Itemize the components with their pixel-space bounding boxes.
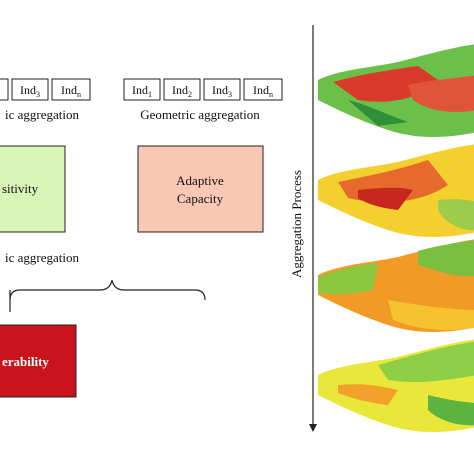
indicator: Ind2: [172, 83, 192, 99]
aggregation-label: Geometric aggregation: [140, 107, 260, 122]
indicator: Ind1: [132, 83, 152, 99]
sensitivity-box: [0, 145, 66, 233]
vulnerability-box: [0, 324, 77, 398]
map: [318, 44, 474, 137]
text-part: 1: [148, 90, 152, 99]
adaptive-capacity-label: Adaptive: [176, 173, 224, 188]
axis-label: Aggregation Process: [289, 170, 304, 278]
indicator: Indn: [61, 83, 81, 99]
map: [318, 239, 474, 332]
text-part: n: [269, 90, 273, 99]
indicator-box: [123, 78, 161, 101]
indicator-box: [11, 78, 49, 101]
map: [318, 144, 474, 237]
text-part: Ind: [20, 83, 36, 97]
indicator: Ind3: [20, 83, 40, 99]
indicator-box: [163, 78, 201, 101]
map: [318, 339, 474, 432]
text-part: n: [77, 90, 81, 99]
aggregation-label: ic aggregation: [5, 107, 79, 122]
adaptive-capacity-label: Capacity: [177, 191, 224, 206]
text-part: 3: [36, 90, 40, 99]
text-part: Ind: [61, 83, 77, 97]
text-part: Ind: [212, 83, 228, 97]
brace: [9, 279, 206, 301]
text-part: 3: [228, 90, 232, 99]
arrow-head: [309, 424, 317, 432]
text-part: Ind: [172, 83, 188, 97]
text-part: Ind: [132, 83, 148, 97]
aggregation-label: ic aggregation: [5, 250, 79, 265]
indicator: Ind3: [212, 83, 232, 99]
adaptive-capacity-box: [137, 145, 264, 233]
indicator-box: [203, 78, 241, 101]
indicator: Indn: [253, 83, 273, 99]
indicator-box: [243, 78, 283, 101]
indicator-box: [0, 78, 9, 101]
text-part: Ind: [253, 83, 269, 97]
indicator-box: [51, 78, 91, 101]
sensitivity-label: sitivity: [2, 181, 39, 196]
vulnerability-label: erability: [2, 354, 49, 369]
text-part: 2: [188, 90, 192, 99]
